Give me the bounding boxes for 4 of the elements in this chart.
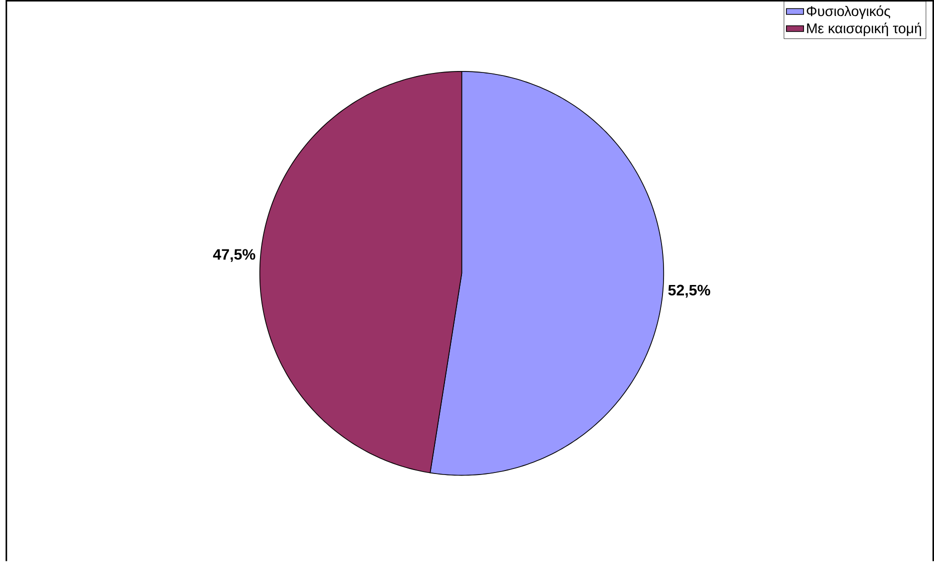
legend-label: Φυσιολογικός (806, 5, 890, 20)
legend-label: Με καισαρική τομή (807, 22, 922, 36)
data-label: 52,5% (668, 284, 710, 298)
data-label: 47,5% (213, 249, 256, 262)
